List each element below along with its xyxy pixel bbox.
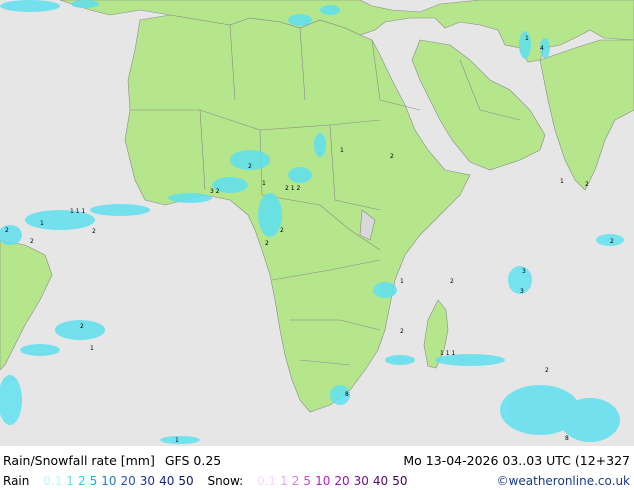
rain-legend-value: 40 bbox=[159, 474, 175, 488]
precip-markers: 1 1 1 1 2 2 2 2 1 2 1 2 3 2 2 2 1 4 3 3 2 1 1 1 1 8 2… bbox=[5, 35, 614, 444]
svg-text:1: 1 bbox=[560, 178, 564, 185]
model-name: GFS 0.25 bbox=[164, 453, 222, 468]
rain-legend-value: 2 bbox=[77, 474, 86, 488]
svg-text:2: 2 bbox=[265, 240, 269, 247]
title-line: Rain/Snowfall rate [mm] GFS 0.25 bbox=[3, 453, 221, 468]
snow-legend-value: 0.1 bbox=[257, 474, 277, 488]
svg-text:8: 8 bbox=[345, 391, 349, 398]
snow-legend-value: 40 bbox=[372, 474, 389, 488]
rain-legend-value: 1 bbox=[66, 474, 74, 488]
land-india bbox=[539, 39, 634, 191]
rain-legend-values: 0.1 1 2 5 10 20 30 40 50 bbox=[39, 474, 193, 488]
svg-text:3 2: 3 2 bbox=[210, 188, 220, 195]
svg-text:2: 2 bbox=[80, 323, 84, 330]
svg-text:2: 2 bbox=[450, 278, 454, 285]
map-canvas: 1 1 1 1 2 2 2 2 1 2 1 2 3 2 2 2 1 4 3 3 2 1 1 1 1 8 2… bbox=[0, 0, 634, 444]
svg-text:2: 2 bbox=[92, 228, 96, 235]
map-title: Rain/Snowfall rate [mm] bbox=[3, 453, 155, 468]
svg-text:2: 2 bbox=[5, 227, 9, 234]
svg-text:2: 2 bbox=[390, 153, 394, 160]
rain-legend-value: 10 bbox=[101, 474, 117, 488]
rain-patches bbox=[0, 0, 624, 444]
snow-legend-value: 20 bbox=[334, 474, 350, 488]
rain-legend-value: 20 bbox=[120, 474, 136, 488]
rain-legend-value: 5 bbox=[89, 474, 98, 488]
svg-text:2: 2 bbox=[585, 181, 589, 188]
svg-text:2: 2 bbox=[610, 238, 614, 245]
legend: Rain 0.1 1 2 5 10 20 30 40 50 Snow: 0.1 1 2 5 10 20 30… bbox=[3, 474, 407, 488]
svg-text:1: 1 bbox=[400, 278, 404, 285]
land-arabia bbox=[411, 39, 546, 171]
rain-legend-value: 0.1 bbox=[43, 474, 63, 488]
map-footer: Rain/Snowfall rate [mm] GFS 0.25 Mo 13-0… bbox=[0, 446, 634, 490]
weather-map: 1 1 1 1 2 2 2 2 1 2 1 2 3 2 2 2 1 4 3 3 2 1 1 1 1 8 2… bbox=[0, 0, 634, 446]
svg-text:1 1 1: 1 1 1 bbox=[440, 350, 455, 357]
rain-legend-value: 30 bbox=[139, 474, 156, 488]
snow-legend-value: 10 bbox=[315, 474, 331, 488]
svg-text:2 1 2: 2 1 2 bbox=[285, 185, 300, 192]
land-south-america bbox=[0, 239, 53, 371]
svg-text:1: 1 bbox=[90, 345, 94, 352]
snow-label: Snow: bbox=[207, 474, 244, 488]
svg-text:1: 1 bbox=[175, 437, 179, 444]
svg-text:8: 8 bbox=[565, 435, 569, 442]
datetime: Mo 13-04-2026 03..03 UTC (12+327 bbox=[403, 453, 630, 468]
svg-text:1: 1 bbox=[262, 180, 266, 187]
svg-text:1: 1 bbox=[340, 147, 344, 154]
credit[interactable]: ©weatheronline.co.uk bbox=[496, 474, 630, 488]
snow-legend-value: 30 bbox=[353, 474, 369, 488]
land-africa bbox=[124, 14, 471, 413]
snow-legend-value: 5 bbox=[303, 474, 312, 488]
svg-text:2: 2 bbox=[280, 227, 284, 234]
snow-legend-values: 0.1 1 2 5 10 20 30 40 50 bbox=[253, 474, 407, 488]
rain-label: Rain bbox=[3, 474, 30, 488]
svg-text:2: 2 bbox=[545, 367, 549, 374]
land-madagascar bbox=[423, 299, 449, 369]
svg-text:2: 2 bbox=[30, 238, 34, 245]
snow-legend-value: 1 bbox=[280, 474, 288, 488]
snow-legend-value: 50 bbox=[392, 474, 408, 488]
svg-text:3: 3 bbox=[520, 288, 524, 295]
svg-text:4: 4 bbox=[540, 45, 544, 52]
svg-text:2: 2 bbox=[248, 163, 252, 170]
svg-text:1: 1 bbox=[40, 220, 44, 227]
svg-text:1: 1 bbox=[525, 35, 529, 42]
svg-text:1 1 1: 1 1 1 bbox=[70, 208, 85, 215]
svg-text:2: 2 bbox=[400, 328, 404, 335]
snow-legend-value: 2 bbox=[291, 474, 300, 488]
rain-legend-value: 50 bbox=[178, 474, 194, 488]
svg-text:3: 3 bbox=[522, 268, 526, 275]
